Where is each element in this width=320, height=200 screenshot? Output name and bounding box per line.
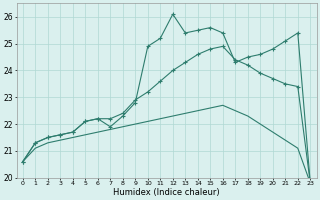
X-axis label: Humidex (Indice chaleur): Humidex (Indice chaleur) [113,188,220,197]
